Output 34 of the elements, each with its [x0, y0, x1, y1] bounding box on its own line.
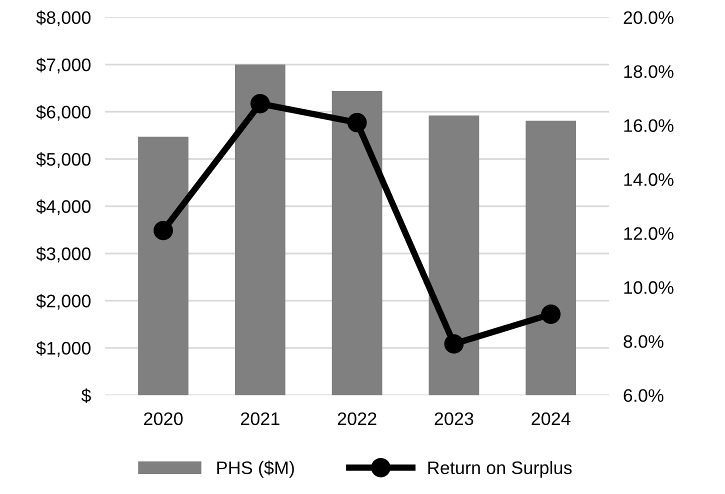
y2-tick-label: 14.0%	[624, 173, 674, 186]
legend-label: Return on Surplus	[428, 460, 572, 478]
point	[250, 94, 270, 114]
y-tick-label: $8,000	[36, 10, 91, 26]
y2-tick-label: 18.0%	[624, 65, 674, 78]
point	[444, 334, 464, 354]
y2-tick-label: 12.0%	[624, 227, 674, 240]
x-tick-label: 2023	[434, 412, 474, 426]
legend-label: PHS ($M)	[217, 460, 294, 478]
point	[154, 220, 173, 240]
bar	[332, 90, 382, 396]
bar	[138, 136, 188, 396]
point	[541, 304, 561, 324]
point	[347, 112, 367, 132]
bar	[428, 116, 480, 396]
y-tick-label: $3,000	[36, 246, 91, 262]
x-tick-label: 2024	[532, 412, 570, 426]
y2-tick-label: 20.0%	[624, 11, 674, 24]
y-tick-label: $5,000	[36, 152, 91, 168]
y-tick-label: $4,000	[36, 199, 91, 216]
y-tick-label: $1,000	[36, 341, 91, 357]
x-tick-label: 2021	[240, 412, 280, 426]
x-tick-label: 2022	[338, 412, 376, 426]
y-tick-label: $6,000	[36, 104, 91, 121]
y-tick-label: $2,000	[36, 294, 91, 310]
y2-tick-label: 6.0%	[624, 389, 664, 402]
y-tick-label: $	[81, 388, 91, 403]
bar	[526, 120, 576, 396]
bar	[234, 64, 286, 396]
y2-tick-label: 10.0%	[624, 281, 674, 294]
y2-tick-label: 16.0%	[624, 119, 674, 132]
x-tick-label: 2020	[144, 412, 183, 426]
y-tick-label: $7,000	[36, 58, 91, 74]
y2-tick-label: 8.0%	[624, 335, 664, 348]
